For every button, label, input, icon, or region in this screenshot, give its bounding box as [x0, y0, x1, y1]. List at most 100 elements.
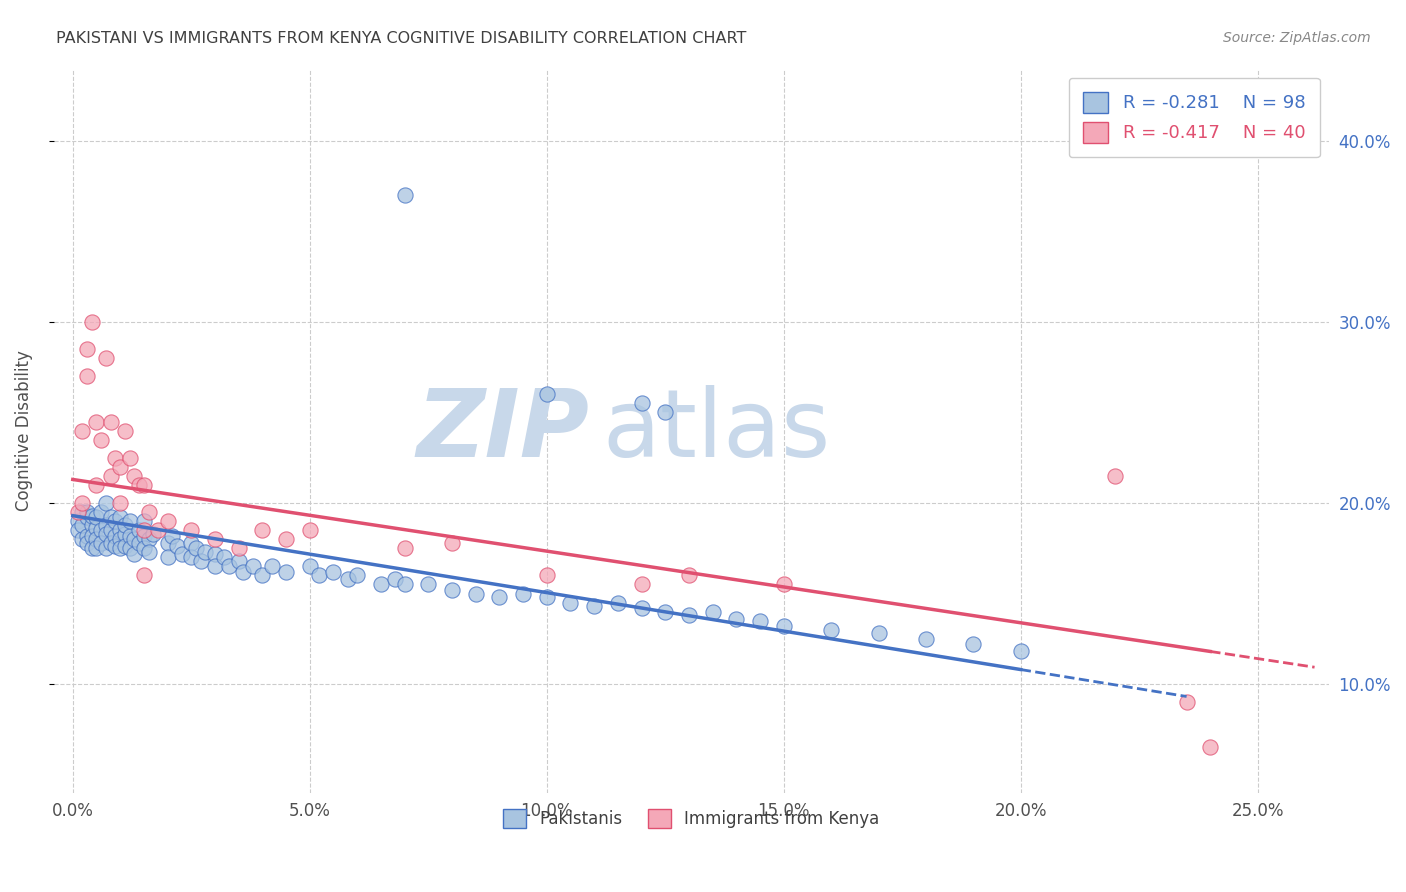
Point: [242, 559, 264, 574]
Point: [170, 547, 193, 561]
Point: [868, 626, 890, 640]
Point: [606, 596, 628, 610]
Point: [86, 532, 108, 546]
Point: [124, 547, 146, 561]
Point: [162, 528, 184, 542]
Point: [583, 599, 606, 614]
Point: [80, 541, 103, 556]
Point: [104, 450, 127, 465]
Point: [214, 550, 236, 565]
Point: [86, 521, 108, 535]
Point: [86, 415, 108, 429]
Point: [72, 496, 94, 510]
Point: [108, 541, 131, 556]
Point: [915, 632, 938, 646]
Point: [394, 577, 416, 591]
Point: [94, 526, 117, 541]
Point: [94, 351, 117, 366]
Point: [108, 523, 131, 537]
Point: [772, 619, 794, 633]
Point: [132, 528, 155, 542]
Point: [72, 532, 94, 546]
Point: [104, 514, 127, 528]
Point: [100, 510, 122, 524]
Point: [725, 612, 748, 626]
Point: [654, 605, 676, 619]
Point: [232, 565, 254, 579]
Point: [536, 590, 558, 604]
Point: [204, 547, 226, 561]
Point: [184, 541, 207, 556]
Point: [86, 541, 108, 556]
Point: [104, 540, 127, 554]
Point: [100, 415, 122, 429]
Point: [90, 523, 112, 537]
Point: [66, 514, 89, 528]
Point: [772, 577, 794, 591]
Point: [76, 369, 98, 384]
Point: [298, 559, 321, 574]
Point: [180, 550, 202, 565]
Point: [630, 396, 652, 410]
Point: [156, 550, 179, 565]
Point: [194, 545, 217, 559]
Point: [100, 523, 122, 537]
Text: Source: ZipAtlas.com: Source: ZipAtlas.com: [1223, 31, 1371, 45]
Point: [108, 532, 131, 546]
Point: [114, 517, 136, 532]
Point: [298, 523, 321, 537]
Point: [156, 536, 179, 550]
Point: [308, 568, 330, 582]
Text: atlas: atlas: [602, 384, 831, 476]
Point: [190, 554, 212, 568]
Point: [560, 596, 582, 610]
Point: [1104, 468, 1126, 483]
Point: [124, 532, 146, 546]
Point: [218, 559, 240, 574]
Point: [146, 523, 169, 537]
Point: [962, 637, 984, 651]
Point: [114, 540, 136, 554]
Point: [384, 572, 406, 586]
Point: [394, 541, 416, 556]
Point: [252, 523, 274, 537]
Point: [72, 505, 94, 519]
Point: [80, 517, 103, 532]
Point: [80, 508, 103, 523]
Point: [114, 424, 136, 438]
Point: [630, 577, 652, 591]
Point: [76, 510, 98, 524]
Point: [66, 523, 89, 537]
Point: [142, 526, 165, 541]
Point: [1175, 695, 1198, 709]
Point: [132, 541, 155, 556]
Point: [630, 601, 652, 615]
Point: [132, 514, 155, 528]
Point: [118, 514, 141, 528]
Point: [86, 478, 108, 492]
Point: [90, 536, 112, 550]
Point: [132, 568, 155, 582]
Point: [512, 586, 534, 600]
Point: [94, 517, 117, 532]
Point: [166, 540, 188, 554]
Point: [204, 559, 226, 574]
Point: [336, 572, 359, 586]
Point: [1010, 644, 1032, 658]
Point: [76, 505, 98, 519]
Point: [128, 536, 150, 550]
Point: [678, 568, 700, 582]
Point: [536, 387, 558, 401]
Point: [66, 505, 89, 519]
Point: [132, 523, 155, 537]
Point: [94, 496, 117, 510]
Point: [132, 478, 155, 492]
Point: [72, 517, 94, 532]
Point: [370, 577, 392, 591]
Point: [76, 528, 98, 542]
Point: [100, 468, 122, 483]
Point: [118, 450, 141, 465]
Point: [100, 536, 122, 550]
Point: [228, 554, 250, 568]
Point: [118, 541, 141, 556]
